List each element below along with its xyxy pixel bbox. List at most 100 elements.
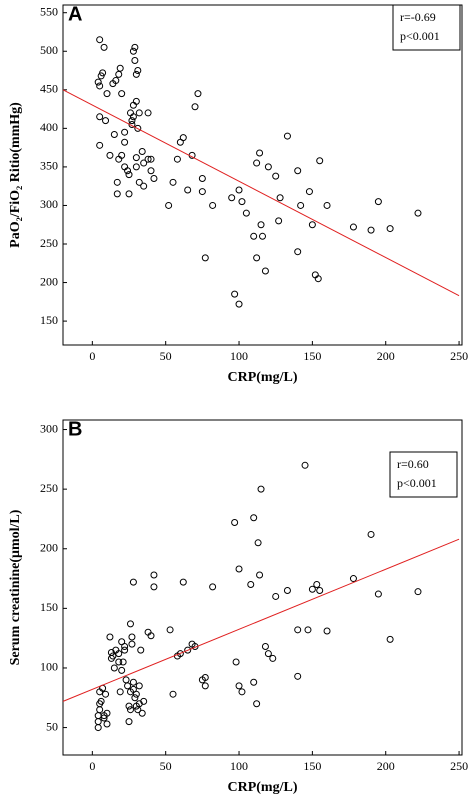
data-point	[138, 147, 146, 155]
data-point	[301, 461, 309, 469]
x-tick-label: 0	[89, 759, 95, 773]
y-tick-label: 400	[40, 120, 58, 134]
data-point	[272, 172, 280, 180]
data-point	[106, 151, 114, 159]
data-point	[169, 178, 177, 186]
y-tick-label: 550	[40, 4, 58, 18]
regression-line	[62, 89, 460, 297]
data-point	[94, 724, 102, 732]
data-point	[97, 72, 105, 80]
data-point	[115, 650, 123, 658]
x-tick-label: 100	[230, 759, 248, 773]
data-point	[323, 627, 331, 635]
data-point	[150, 174, 158, 182]
data-point	[109, 80, 117, 88]
data-point	[132, 163, 140, 171]
data-point	[253, 159, 261, 167]
x-tick-label: 200	[377, 759, 395, 773]
data-point	[272, 592, 280, 600]
data-point	[135, 682, 143, 690]
data-point	[150, 583, 158, 591]
data-point	[294, 167, 302, 175]
y-tick-label: 200	[40, 541, 58, 555]
plot-frame	[62, 4, 463, 346]
data-point	[106, 633, 114, 641]
panel: 0 50 100 150 200 250 50 100 150 200 250 300 CRP(mg/L…	[8, 418, 468, 795]
data-point	[235, 300, 243, 308]
x-tick-label: 250	[450, 349, 468, 363]
data-point	[254, 539, 262, 547]
x-tick-label: 250	[450, 759, 468, 773]
data-point	[184, 646, 192, 654]
data-point	[96, 113, 104, 121]
data-point	[235, 565, 243, 573]
data-point	[116, 64, 124, 72]
y-tick-label: 50	[46, 719, 58, 733]
annotation-box	[389, 451, 458, 498]
y-tick-label: 150	[40, 313, 58, 327]
data-point	[102, 690, 110, 698]
data-point	[261, 267, 269, 275]
data-point	[121, 138, 129, 146]
y-axis-label: PaO₂/FiO₂ Ritio(mmHg)	[8, 102, 23, 248]
data-point	[257, 221, 265, 229]
data-point	[316, 157, 324, 165]
data-point	[125, 718, 133, 726]
y-tick-label: 100	[40, 660, 58, 674]
data-point	[179, 134, 187, 142]
data-point	[115, 658, 123, 666]
data-point	[349, 223, 357, 231]
x-tick-label: 100	[230, 349, 248, 363]
data-point	[103, 720, 111, 728]
data-point	[96, 36, 104, 44]
data-point	[256, 571, 264, 579]
data-point	[414, 209, 422, 217]
data-point	[147, 167, 155, 175]
x-tick-label: 150	[303, 349, 321, 363]
data-point	[144, 155, 152, 163]
data-point	[261, 643, 269, 651]
data-point	[201, 682, 209, 690]
data-point	[128, 640, 136, 648]
data-point	[316, 586, 324, 594]
data-point	[323, 201, 331, 209]
data-point	[132, 154, 140, 162]
data-point	[367, 226, 375, 234]
plot-frame	[62, 419, 463, 756]
data-point	[232, 658, 240, 666]
panel-letter: A	[68, 3, 82, 25]
data-point	[308, 585, 316, 593]
data-point	[115, 70, 123, 78]
data-point	[121, 646, 129, 654]
data-point	[374, 590, 382, 598]
annotation: r=0.60	[397, 457, 429, 471]
data-point	[238, 688, 246, 696]
data-point	[231, 290, 239, 298]
data-point	[129, 113, 137, 121]
x-tick-label: 200	[377, 349, 395, 363]
data-point	[304, 626, 312, 634]
data-point	[124, 682, 132, 690]
annotation: p<0.001	[400, 29, 440, 43]
data-point	[129, 678, 137, 686]
data-point	[135, 178, 143, 186]
data-point	[191, 103, 199, 111]
y-tick-label: 350	[40, 159, 58, 173]
y-tick-label: 500	[40, 43, 58, 57]
data-point	[264, 163, 272, 171]
x-axis-label: CRP(mg/L)	[228, 370, 298, 385]
data-point	[201, 254, 209, 262]
y-tick-label: 300	[40, 421, 58, 435]
y-tick-label: 250	[40, 481, 58, 495]
data-point	[119, 658, 127, 666]
data-point	[124, 167, 132, 175]
regression-line	[62, 538, 460, 702]
data-point	[147, 155, 155, 163]
data-point	[134, 67, 142, 75]
panel: 0 50 100 150 200 250 150 200 250 300 350 400 450 500 5…	[8, 3, 468, 385]
data-point	[94, 712, 102, 720]
data-point	[96, 706, 104, 714]
data-point	[100, 43, 108, 51]
data-point	[314, 275, 322, 283]
